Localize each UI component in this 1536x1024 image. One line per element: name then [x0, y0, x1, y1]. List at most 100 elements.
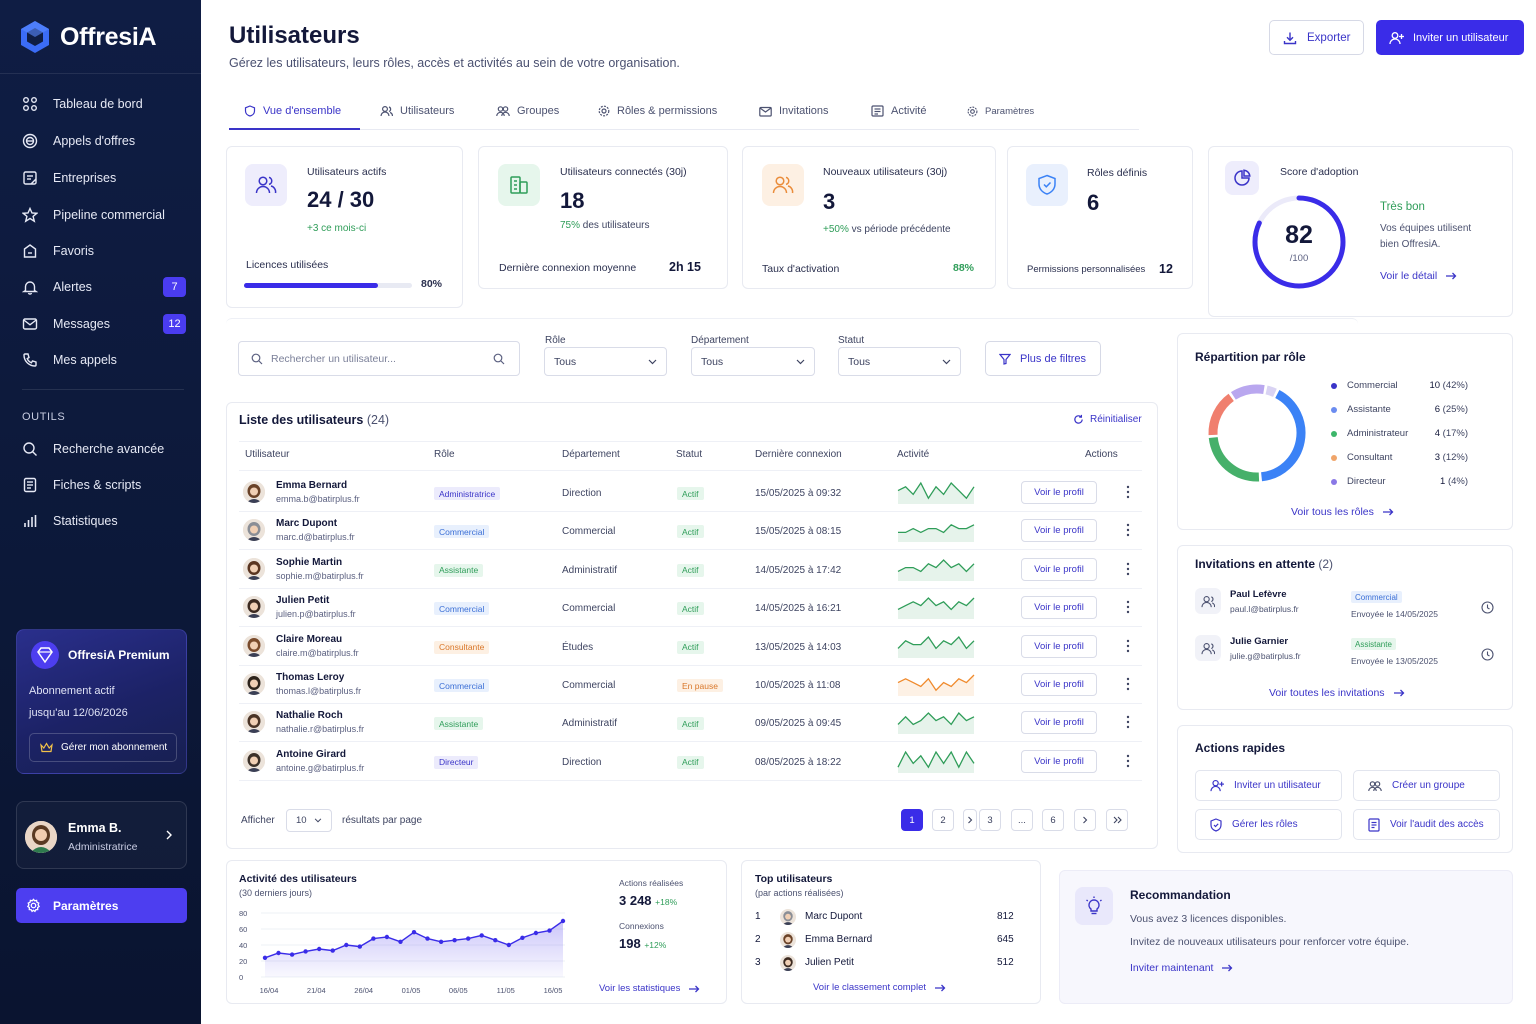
tab-groups[interactable]: Groupes — [496, 92, 559, 130]
page-button-2[interactable]: 2 — [932, 809, 954, 831]
user-name[interactable]: Marc Dupont — [276, 518, 338, 530]
settings-button[interactable]: Paramètres — [16, 888, 187, 923]
top-user-name[interactable]: Marc Dupont — [805, 911, 863, 922]
more-options-icon[interactable] — [1125, 753, 1131, 769]
current-user-card[interactable]: Emma B. Administratrice — [16, 801, 187, 869]
sidebar-item-calls[interactable]: Mes appels — [0, 342, 201, 378]
tab-activity[interactable]: Activité — [871, 92, 926, 130]
view-profile-button[interactable]: Voir le profil — [1021, 519, 1097, 543]
col-header-role[interactable]: Rôle — [434, 449, 455, 460]
col-header-status[interactable]: Statut — [676, 449, 703, 460]
sidebar-item-scripts[interactable]: Fiches & scripts — [0, 467, 201, 503]
tab-settings[interactable]: Paramètres — [967, 92, 1034, 130]
sidebar-item-tenders[interactable]: Appels d'offres — [0, 123, 201, 159]
sidebar-item-pipeline[interactable]: Pipeline commercial — [0, 197, 201, 233]
brand-logo[interactable]: OffresiA — [20, 20, 157, 54]
sidebar-item-dashboard[interactable]: Tableau de bord — [0, 86, 201, 122]
activity-point-7 — [357, 944, 362, 949]
donut-slice-4 — [1265, 385, 1277, 397]
sidebar-item-messages[interactable]: Messages 12 — [0, 306, 201, 342]
page-button-6[interactable]: 6 — [1042, 809, 1064, 831]
kpi-foot-value: 2h 15 — [669, 260, 701, 274]
user-name[interactable]: Nathalie Roch — [276, 710, 343, 722]
more-filters-button[interactable]: Plus de filtres — [985, 341, 1101, 376]
user-name[interactable]: Sophie Martin — [276, 556, 343, 568]
tab-invitations[interactable]: Invitations — [759, 92, 829, 130]
more-options-icon[interactable] — [1125, 638, 1131, 654]
department-filter-select[interactable]: Tous — [691, 347, 815, 376]
clock-icon[interactable] — [1481, 648, 1494, 661]
kpi-roles: Rôles définis 6 Permissions personnalisé… — [1007, 146, 1193, 289]
tab-users[interactable]: Utilisateurs — [380, 92, 454, 130]
col-header-department[interactable]: Département — [562, 449, 620, 460]
status-filter-select[interactable]: Tous — [838, 347, 961, 376]
per-page-select[interactable]: 10 — [286, 809, 332, 832]
col-header-last-login[interactable]: Dernière connexion — [755, 449, 842, 460]
user-name[interactable]: Julien Petit — [276, 595, 330, 607]
sidebar-item-companies[interactable]: Entreprises — [0, 160, 201, 196]
role-filter-select[interactable]: Tous — [544, 347, 667, 376]
page-next-small[interactable] — [963, 809, 977, 831]
all-roles-link[interactable]: Voir tous les rôles — [1291, 506, 1394, 518]
adoption-detail-link[interactable]: Voir le détail — [1380, 270, 1457, 282]
sidebar-item-advanced-search[interactable]: Recherche avancée — [0, 431, 201, 467]
legend-label: Commercial — [1347, 380, 1398, 391]
activity-sparkline — [897, 558, 975, 581]
more-options-icon[interactable] — [1125, 484, 1131, 500]
tab-roles[interactable]: Rôles & permissions — [598, 92, 717, 130]
sidebar-item-favorites[interactable]: Favoris — [0, 233, 201, 269]
search-input[interactable]: Rechercher un utilisateur... — [238, 341, 520, 376]
activity-point-15 — [466, 936, 471, 941]
reset-filters-button[interactable]: Réinitialiser — [1073, 414, 1142, 425]
sidebar-item-alerts[interactable]: Alertes 7 — [0, 269, 201, 305]
user-plus-icon — [1389, 31, 1404, 44]
kpi-foot-value: 12 — [1159, 262, 1173, 276]
view-profile-button[interactable]: Voir le profil — [1021, 711, 1097, 735]
top-user-name[interactable]: Julien Petit — [805, 957, 854, 968]
more-options-icon[interactable] — [1125, 561, 1131, 577]
user-name[interactable]: Antoine Girard — [276, 748, 347, 760]
role-badge: Directeur — [434, 755, 479, 769]
view-profile-button[interactable]: Voir le profil — [1021, 481, 1097, 504]
group-icon — [1368, 780, 1382, 791]
user-name[interactable]: Thomas Leroy — [276, 672, 345, 683]
export-button[interactable]: Exporter — [1269, 20, 1364, 55]
top-user-name[interactable]: Emma Bernard — [805, 934, 873, 945]
quick-access-audit-button[interactable]: Voir l'audit des accès — [1353, 809, 1500, 840]
activity-point-18 — [506, 942, 511, 948]
quick-manage-roles-button[interactable]: Gérer les rôles — [1195, 809, 1342, 840]
page-button-3[interactable]: 3 — [979, 809, 1001, 831]
mail-icon — [22, 318, 38, 330]
clock-icon[interactable] — [1481, 601, 1494, 614]
col-header-activity[interactable]: Activité — [897, 449, 930, 460]
invite-user-button[interactable]: Inviter un utilisateur — [1376, 20, 1524, 55]
more-options-icon[interactable] — [1125, 714, 1131, 730]
page-button-1[interactable]: 1 — [901, 809, 923, 831]
activity-point-6 — [344, 942, 349, 948]
more-options-icon[interactable] — [1125, 599, 1131, 615]
all-invitations-link[interactable]: Voir toutes les invitations — [1269, 687, 1405, 699]
last-page-button[interactable] — [1106, 809, 1128, 831]
quick-create-group-button[interactable]: Créer un groupe — [1353, 770, 1500, 801]
user-name[interactable]: Claire Moreau — [276, 633, 343, 645]
sidebar-item-statistics[interactable]: Statistiques — [0, 503, 201, 539]
statistics-link[interactable]: Voir les statistiques — [599, 983, 700, 994]
view-profile-button[interactable]: Voir le profil — [1021, 634, 1097, 658]
more-options-icon[interactable] — [1125, 676, 1131, 692]
quick-invite-user-button[interactable]: Inviter un utilisateur — [1195, 770, 1342, 801]
user-name[interactable]: Emma Bernard — [276, 480, 348, 491]
invitee-email: paul.l@batirplus.fr — [1230, 604, 1299, 614]
full-ranking-link[interactable]: Voir le classement complet — [813, 982, 946, 993]
view-profile-button[interactable]: Voir le profil — [1021, 596, 1097, 620]
more-options-icon[interactable] — [1125, 522, 1131, 538]
view-profile-button[interactable]: Voir le profil — [1021, 749, 1097, 773]
invite-now-link[interactable]: Inviter maintenant — [1130, 962, 1233, 974]
manage-subscription-button[interactable]: Gérer mon abonnement — [29, 733, 177, 762]
view-profile-button[interactable]: Voir le profil — [1021, 673, 1097, 696]
next-page-button[interactable] — [1074, 809, 1096, 831]
view-profile-button[interactable]: Voir le profil — [1021, 557, 1097, 581]
tab-overview[interactable]: Vue d'ensemble — [244, 92, 341, 130]
invitee-name: Paul Lefèvre — [1230, 589, 1287, 600]
sidebar-item-label: Favoris — [53, 244, 94, 258]
col-header-user[interactable]: Utilisateur — [245, 449, 290, 460]
